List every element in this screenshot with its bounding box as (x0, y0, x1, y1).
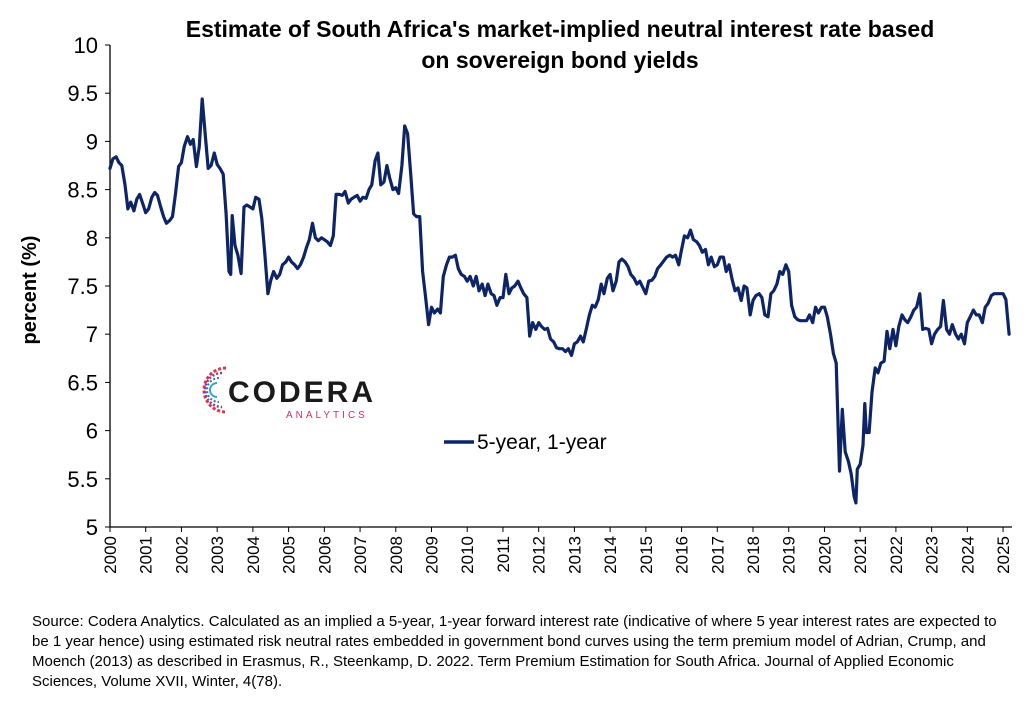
axes (105, 44, 1012, 532)
x-tick-label: 2006 (315, 536, 334, 574)
x-tick-label: 2021 (851, 536, 870, 574)
source-note: Source: Codera Analytics. Calculated as … (32, 613, 997, 690)
x-tick-label: 2014 (601, 536, 620, 574)
y-tick-label: 7.5 (67, 274, 98, 299)
x-tick-label: 2018 (744, 536, 763, 574)
x-tick-label: 2019 (780, 536, 799, 574)
chart: Estimate of South Africa's market-implie… (19, 16, 1013, 574)
y-tick-label: 6 (86, 419, 98, 444)
x-tick-label: 2024 (958, 536, 977, 574)
x-tick-label: 2000 (101, 536, 120, 574)
x-tick-label: 2005 (280, 536, 299, 574)
x-tick-label: 2001 (137, 536, 156, 574)
y-tick-label: 5.5 (67, 467, 98, 492)
x-tick-label: 2022 (887, 536, 906, 574)
y-tick-label: 8 (86, 226, 98, 251)
x-tick-label: 2016 (673, 536, 692, 574)
legend-label: 5-year, 1-year (477, 431, 607, 454)
legend: 5-year, 1-year (444, 431, 607, 454)
x-tick-label: 2020 (815, 536, 834, 574)
y-tick-label: 8.5 (67, 178, 98, 203)
x-tick-label: 2007 (351, 536, 370, 574)
chart-title-line-1: Estimate of South Africa's market-implie… (186, 16, 935, 42)
x-tick-label: 2025 (994, 536, 1013, 574)
x-tick-label: 2002 (172, 536, 191, 574)
y-tick-label: 7 (86, 322, 98, 347)
y-tick-label: 10 (74, 33, 98, 58)
x-tick-labels: 2000 2001 2002 2003 2004 2005 2006 2007 2008 2009… (101, 536, 1013, 574)
x-tick-label: 2010 (458, 536, 477, 574)
codera-swirl-icon (202, 366, 227, 414)
x-tick-label: 2017 (708, 536, 727, 574)
y-tick-label: 5 (86, 515, 98, 540)
y-tick-label: 9.5 (67, 81, 98, 106)
y-tick-label: 9 (86, 129, 98, 154)
series-lines (108, 97, 1011, 505)
x-tick-label: 2004 (244, 536, 263, 574)
x-tick-label: 2012 (530, 536, 549, 574)
x-tick-label: 2015 (637, 536, 656, 574)
x-tick-label: 2013 (565, 536, 584, 574)
logo-wordmark: CODERA (228, 376, 376, 409)
codera-logo: CODERA ANALYTICS (202, 366, 376, 421)
x-tick-label: 2008 (387, 536, 406, 574)
chart-title-line-2: on sovereign bond yields (421, 47, 698, 73)
x-tick-label: 2009 (423, 536, 442, 574)
series-line-0 (108, 97, 1011, 505)
logo-subtitle: ANALYTICS (286, 410, 368, 421)
x-tick-label: 2011 (494, 536, 513, 573)
x-tick-label: 2003 (208, 536, 227, 574)
y-axis-label: percent (%) (19, 236, 41, 345)
x-tick-label: 2023 (923, 536, 942, 574)
y-tick-label: 6.5 (67, 370, 98, 395)
y-tick-labels: 5 5.5 6 6.5 7 7.5 8 8.5 9 9.5 10 (67, 33, 98, 540)
